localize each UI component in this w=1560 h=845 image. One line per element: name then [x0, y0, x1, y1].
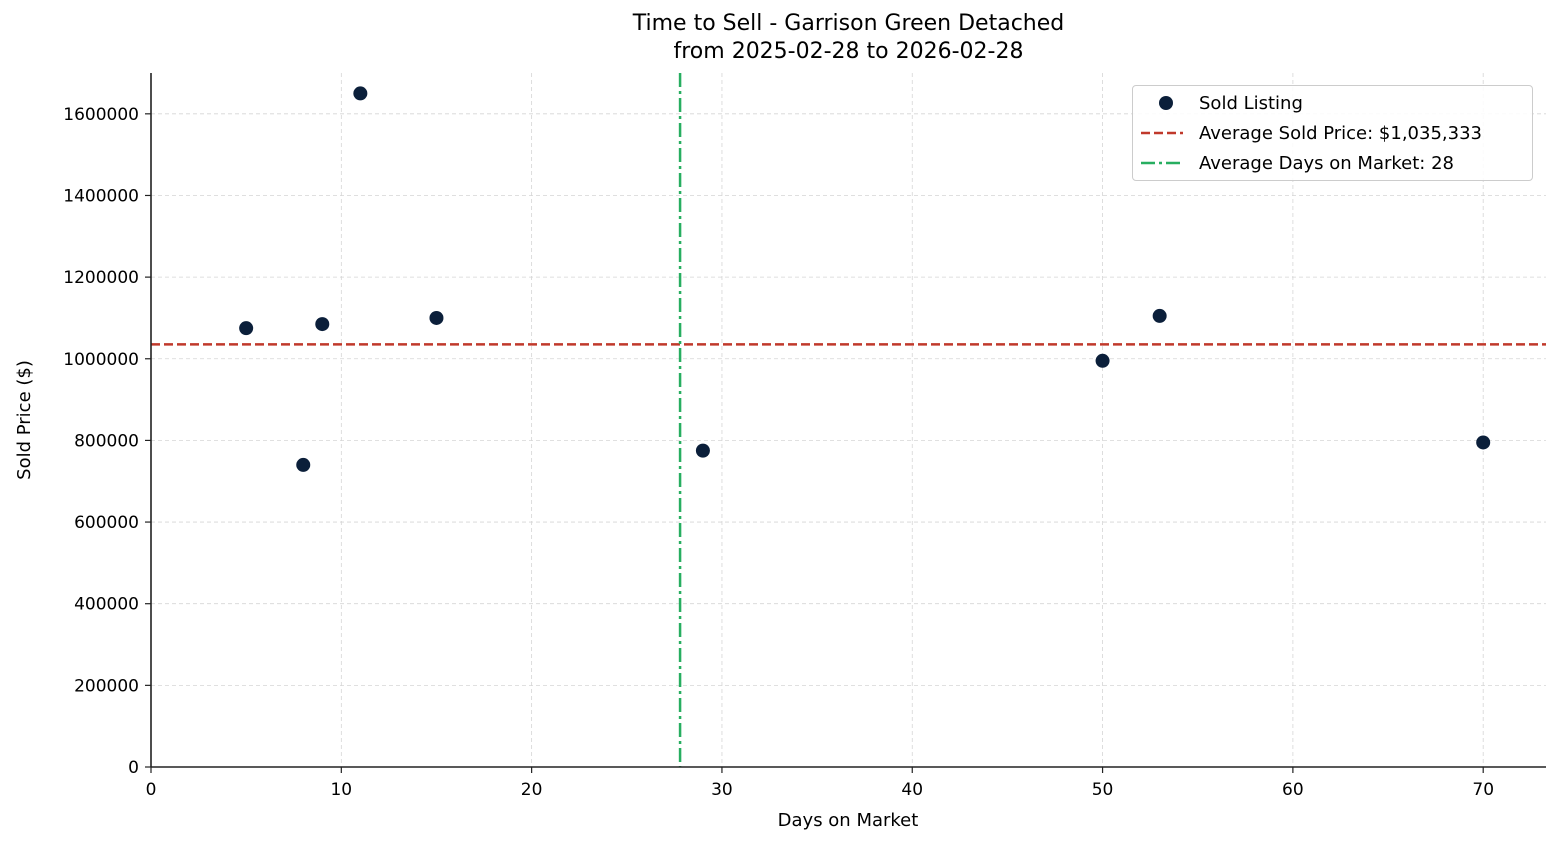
legend-label: Average Days on Market: 28 [1199, 152, 1454, 174]
y-tick-label: 1200000 [63, 268, 139, 288]
data-point [315, 317, 330, 332]
data-point [1476, 435, 1491, 450]
y-tick-label: 1600000 [63, 105, 139, 125]
legend-label: Sold Listing [1199, 92, 1303, 114]
x-tick-label: 70 [1472, 780, 1494, 800]
data-points [239, 86, 1491, 472]
chart-subtitle: from 2025-02-28 to 2026-02-28 [673, 39, 1024, 64]
data-point [429, 310, 444, 325]
data-point [296, 457, 311, 472]
data-point [1152, 308, 1167, 323]
gridlines [151, 73, 1546, 767]
y-tick-label: 800000 [74, 431, 139, 451]
x-axis-label: Days on Market [778, 810, 919, 831]
legend: Sold Listing Average Sold Price: $1,035,… [1132, 85, 1533, 181]
y-tick-label: 0 [128, 758, 139, 778]
data-point [1095, 353, 1110, 368]
y-tick-label: 600000 [74, 513, 139, 533]
y-tick-label: 1000000 [63, 350, 139, 370]
y-axis-label: Sold Price ($) [14, 360, 35, 480]
x-tick-label: 10 [330, 780, 352, 800]
x-tick-label: 30 [711, 780, 733, 800]
tick-labels: 0 10 20 30 40 50 60 70 0 200000 400000 600000 800000… [63, 105, 1494, 800]
chart-title: Time to Sell - Garrison Green Detached f… [151, 10, 1546, 66]
data-point [239, 321, 254, 336]
x-tick-label: 0 [146, 780, 157, 800]
dot-marker-icon [1141, 88, 1191, 118]
dashdot-line-icon [1141, 148, 1191, 178]
x-tick-label: 20 [521, 780, 543, 800]
x-tick-label: 50 [1092, 780, 1114, 800]
reference-lines [151, 73, 1546, 767]
data-point [695, 443, 710, 458]
axes [145, 73, 1546, 773]
data-point [353, 86, 368, 101]
y-tick-label: 400000 [74, 595, 139, 615]
y-tick-label: 1400000 [63, 186, 139, 206]
x-tick-label: 60 [1282, 780, 1304, 800]
dashed-line-icon [1141, 118, 1191, 148]
chart-title-main: Time to Sell - Garrison Green Detached [632, 11, 1065, 36]
x-tick-label: 40 [901, 780, 923, 800]
legend-item-sold-listing: Sold Listing [1133, 88, 1303, 118]
legend-label: Average Sold Price: $1,035,333 [1199, 122, 1482, 144]
legend-item-average-price: Average Sold Price: $1,035,333 [1133, 118, 1482, 148]
y-tick-label: 200000 [74, 676, 139, 696]
legend-item-average-days: Average Days on Market: 28 [1133, 148, 1454, 178]
